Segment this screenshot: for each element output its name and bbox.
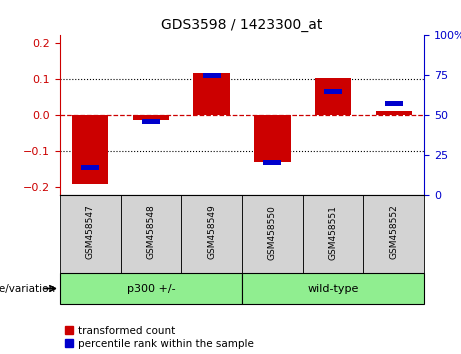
Bar	[60, 273, 242, 304]
Bar	[202, 73, 221, 78]
Text: genotype/variation: genotype/variation	[0, 284, 55, 293]
Bar	[376, 111, 412, 115]
Text: GSM458552: GSM458552	[389, 205, 398, 259]
Bar	[133, 115, 169, 120]
Bar	[60, 195, 121, 273]
Legend: transformed count, percentile rank within the sample: transformed count, percentile rank withi…	[65, 326, 254, 349]
Bar	[263, 160, 282, 165]
Bar	[142, 119, 160, 124]
Title: GDS3598 / 1423300_at: GDS3598 / 1423300_at	[161, 18, 323, 32]
Text: GSM458551: GSM458551	[329, 205, 337, 259]
Bar	[194, 73, 230, 115]
Text: GSM458549: GSM458549	[207, 205, 216, 259]
Bar	[324, 88, 342, 94]
Bar	[81, 165, 100, 170]
Bar	[242, 273, 424, 304]
Text: GSM458548: GSM458548	[147, 205, 155, 259]
Bar	[363, 195, 424, 273]
Bar	[72, 115, 108, 184]
Bar	[303, 195, 363, 273]
Text: wild-type: wild-type	[307, 284, 359, 293]
Bar	[242, 195, 303, 273]
Bar	[181, 195, 242, 273]
Bar	[384, 101, 403, 107]
Bar	[254, 115, 290, 162]
Bar	[121, 195, 181, 273]
Text: p300 +/-: p300 +/-	[127, 284, 175, 293]
Text: GSM458547: GSM458547	[86, 205, 95, 259]
Text: GSM458550: GSM458550	[268, 205, 277, 259]
Bar	[315, 78, 351, 115]
